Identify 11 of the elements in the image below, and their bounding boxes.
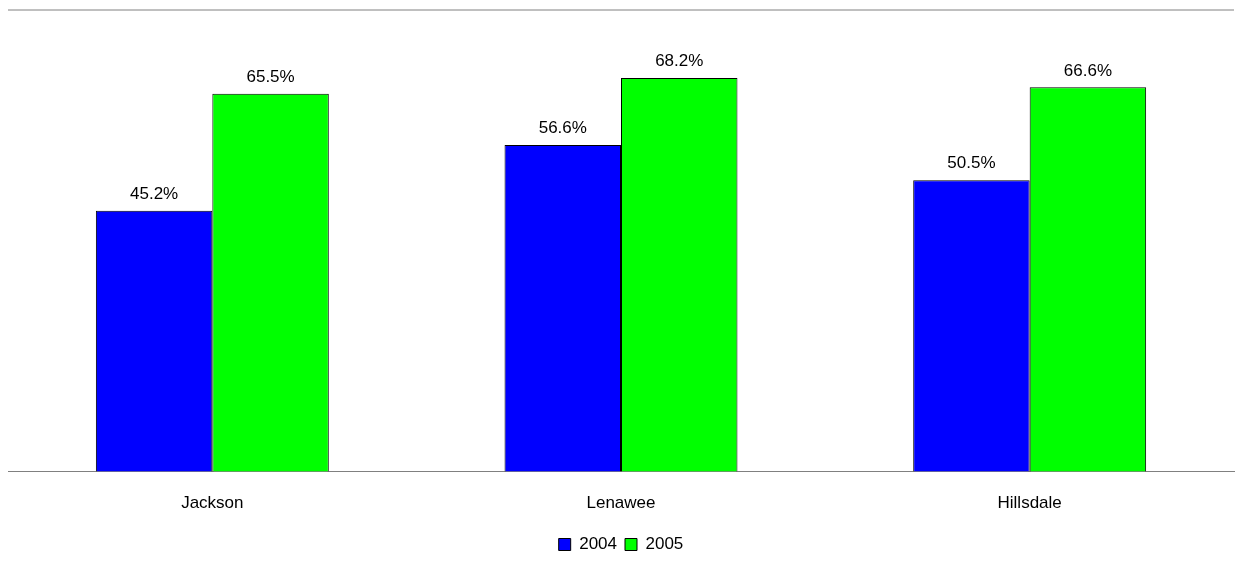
data-label: 45.2% <box>130 183 179 203</box>
x-tick-label: Jackson <box>181 493 244 513</box>
data-label: 56.6% <box>538 118 587 138</box>
x-tick-label: Hillsdale <box>997 493 1062 513</box>
x-tick-label: Lenawee <box>586 493 656 513</box>
data-label: 65.5% <box>246 66 295 86</box>
legend-label: 2004 <box>579 534 618 554</box>
data-label: 68.2% <box>655 51 704 71</box>
data-label: 50.5% <box>947 153 996 173</box>
legend-label: 2005 <box>645 534 684 554</box>
data-label: 66.6% <box>1063 60 1112 80</box>
